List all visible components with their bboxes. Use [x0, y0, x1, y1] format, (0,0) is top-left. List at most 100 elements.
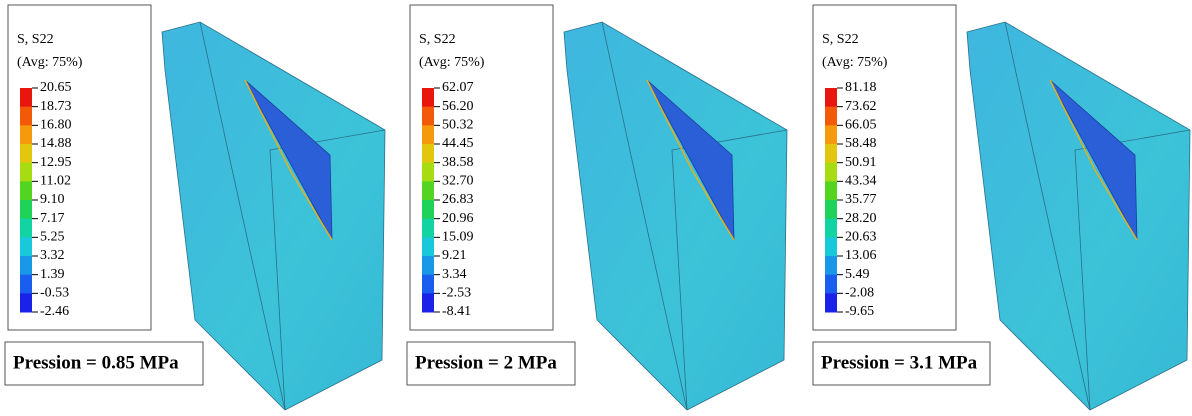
- color-band: [20, 125, 32, 145]
- legend-value: -9.65: [845, 304, 874, 319]
- crack-face: [646, 79, 735, 241]
- legend-value: 9.21: [442, 248, 467, 263]
- legend-value: -0.53: [40, 286, 69, 301]
- color-band: [825, 237, 837, 257]
- color-band: [20, 162, 32, 182]
- legend-value: -2.53: [442, 286, 471, 301]
- legend-value: 18.73: [40, 99, 72, 114]
- color-band: [422, 144, 434, 164]
- block-edge: [199, 21, 286, 411]
- legend-subtitle: (Avg: 75%): [17, 55, 83, 70]
- color-band: [825, 125, 837, 145]
- legend-value: 9.10: [40, 192, 65, 207]
- legend-value: 5.25: [40, 230, 65, 245]
- legend-value: 3.34: [442, 267, 467, 282]
- color-band: [422, 237, 434, 257]
- legend-value: 11.02: [40, 174, 71, 189]
- legend-value: 3.32: [40, 248, 65, 263]
- color-band: [825, 218, 837, 238]
- legend-value: 66.05: [845, 118, 877, 133]
- legend-value: 81.18: [845, 80, 877, 95]
- legend-value: 20.63: [845, 230, 877, 245]
- legend-value: 50.91: [845, 155, 877, 170]
- color-band: [20, 88, 32, 108]
- color-band: [20, 256, 32, 276]
- legend-value: 7.17: [40, 211, 65, 226]
- legend-value: 50.32: [442, 118, 474, 133]
- color-band: [422, 125, 434, 145]
- color-band: [422, 162, 434, 182]
- legend-value: 13.06: [845, 248, 877, 263]
- caption: Pression = 0.85 MPa: [13, 352, 179, 373]
- color-band: [20, 181, 32, 201]
- color-band: [825, 88, 837, 108]
- legend-value: -2.46: [40, 304, 69, 319]
- color-band: [422, 200, 434, 220]
- legend-value: 73.62: [845, 99, 877, 114]
- color-band: [422, 88, 434, 108]
- block-edge: [269, 149, 286, 411]
- legend-value: 56.20: [442, 99, 474, 114]
- color-band: [825, 293, 837, 313]
- legend-value: 28.20: [845, 211, 877, 226]
- color-band: [825, 200, 837, 220]
- legend-value: 5.49: [845, 267, 870, 282]
- crack-tip: [1049, 79, 1138, 241]
- block-edge: [671, 149, 688, 411]
- color-band: [422, 106, 434, 126]
- color-band: [20, 274, 32, 294]
- color-band: [20, 237, 32, 257]
- legend-value: 35.77: [845, 192, 877, 207]
- color-band: [20, 200, 32, 220]
- legend-value: 32.70: [442, 174, 474, 189]
- panel: S, S22 (Avg: 75%) 81.18 73.62 66.05 58.48 50.9…: [812, 4, 1191, 411]
- color-band: [825, 162, 837, 182]
- legend-title: S, S22: [822, 32, 859, 47]
- caption: Pression = 3.1 MPa: [821, 352, 978, 373]
- caption-box: [812, 341, 991, 386]
- block-edge: [1004, 21, 1091, 411]
- crack-tip: [646, 79, 735, 241]
- legend-value: 15.09: [442, 230, 474, 245]
- color-band: [825, 256, 837, 276]
- legend-value: 12.95: [40, 155, 72, 170]
- color-band: [20, 144, 32, 164]
- legend-value: 43.34: [845, 174, 877, 189]
- legend-value: 20.65: [40, 80, 72, 95]
- panel: S, S22 (Avg: 75%) 20.65 18.73 16.80 14.88 12.9…: [4, 4, 386, 411]
- legend-value: -8.41: [442, 304, 471, 319]
- block-edge: [601, 21, 688, 411]
- legend-value: 16.80: [40, 118, 72, 133]
- caption-box: [406, 341, 576, 386]
- legend-title: S, S22: [419, 32, 456, 47]
- legend-value: 62.07: [442, 80, 474, 95]
- legend-value: 14.88: [40, 136, 72, 151]
- color-band: [825, 144, 837, 164]
- color-band: [825, 274, 837, 294]
- color-band: [825, 181, 837, 201]
- color-band: [20, 106, 32, 126]
- panel: S, S22 (Avg: 75%) 62.07 56.20 50.32 44.45 38.5…: [406, 4, 788, 411]
- legend-subtitle: (Avg: 75%): [822, 55, 888, 70]
- color-band: [422, 274, 434, 294]
- color-band: [825, 106, 837, 126]
- legend-value: 58.48: [845, 136, 877, 151]
- legend-value: 1.39: [40, 267, 65, 282]
- crack-tip: [244, 79, 333, 241]
- block-edge: [1074, 149, 1091, 411]
- legend-value: -2.08: [845, 286, 874, 301]
- color-band: [20, 218, 32, 238]
- crack-face: [1049, 79, 1138, 241]
- legend-subtitle: (Avg: 75%): [419, 55, 485, 70]
- color-band: [422, 181, 434, 201]
- legend-value: 26.83: [442, 192, 474, 207]
- color-band: [422, 293, 434, 313]
- color-band: [20, 293, 32, 313]
- crack-face: [244, 79, 333, 241]
- legend-value: 38.58: [442, 155, 474, 170]
- color-band: [422, 256, 434, 276]
- legend-value: 20.96: [442, 211, 474, 226]
- caption-box: [4, 341, 204, 386]
- legend-value: 44.45: [442, 136, 474, 151]
